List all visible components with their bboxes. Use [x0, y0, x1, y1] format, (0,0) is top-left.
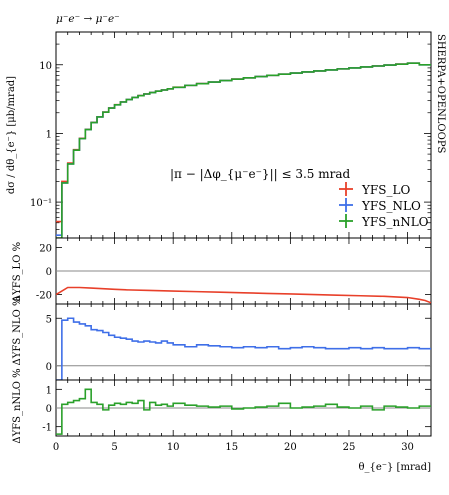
- panel-main: 10 1 10⁻¹ YFS_LO YFS_NLO YFS_nNLO: [30, 31, 432, 239]
- legend-label-YFS_NLO: YFS_NLO: [361, 199, 421, 213]
- y-tick-label: 0: [46, 404, 52, 415]
- panel-ratio-LO: 20 0 -20: [36, 237, 432, 305]
- panel-ratio-NLO: 50: [46, 303, 432, 381]
- cut-label: |π − |Δφ_{μ⁻e⁻}|| ≤ 3.5 mrad: [170, 167, 351, 181]
- panels: 10110⁻¹YFS_LOYFS_NLOYFS_nNLO200-205010-1…: [30, 31, 432, 453]
- x-tick-label: 5: [111, 442, 117, 453]
- x-tick-label: 0: [53, 442, 59, 453]
- x-tick-label: 10: [167, 442, 180, 453]
- cut-annotation: |π − |Δφ_{μ⁻e⁻}|| ≤ 3.5 mrad: [170, 167, 351, 181]
- y-tick-label: 0: [46, 267, 52, 278]
- y-tick-label: 1: [46, 129, 52, 140]
- series-YFS_nNLO-main: [56, 62, 431, 238]
- generator-label: SHERPA+OPENLOOPS: [435, 34, 446, 154]
- series-YFS_nNLO-ratio-nNLO: [56, 388, 431, 435]
- x-tick-label: 30: [401, 442, 414, 453]
- legend-label-YFS_nNLO: YFS_nNLO: [361, 215, 429, 229]
- panel-frame-ratio-NLO: [55, 303, 432, 381]
- x-tick-label: 25: [343, 442, 356, 453]
- ratio-lo-ylabel: ΔYFS_LO %: [12, 242, 23, 302]
- panel-ratio-nNLO: 10-10 5 10 15 20 25 30: [42, 379, 432, 453]
- series-YFS_LO-ratio-LO: [56, 286, 431, 304]
- y-tick-label: 5: [46, 314, 52, 325]
- x-tick-label: 15: [225, 442, 238, 453]
- legend-label-YFS_LO: YFS_LO: [361, 183, 410, 197]
- ratio-nnlo-ylabel: ΔYFS_nNLO %: [12, 368, 23, 443]
- y-tick-label: 1: [46, 385, 52, 396]
- main-ylabel: dσ / dθ_{e⁻} [μb/mrad]: [6, 76, 17, 194]
- y-tick-label: -1: [42, 423, 52, 434]
- series-YFS_LO-main: [56, 62, 431, 223]
- y-tick-label: -20: [36, 291, 52, 302]
- y-tick-label: 10: [39, 61, 52, 72]
- y-tick-label: 0: [46, 362, 52, 373]
- ratio-nlo-ylabel: ΔYFS_NLO %: [12, 297, 23, 366]
- y-tick-label: 20: [39, 243, 52, 254]
- x-axis-label: θ_{e⁻} [mrad]: [358, 462, 431, 473]
- x-tick-label: 20: [284, 442, 297, 453]
- y-tick-label: 10⁻¹: [30, 198, 52, 209]
- process-title: μ⁻e⁻ → μ⁻e⁻: [56, 13, 120, 25]
- series-YFS_NLO-ratio-NLO: [56, 317, 431, 380]
